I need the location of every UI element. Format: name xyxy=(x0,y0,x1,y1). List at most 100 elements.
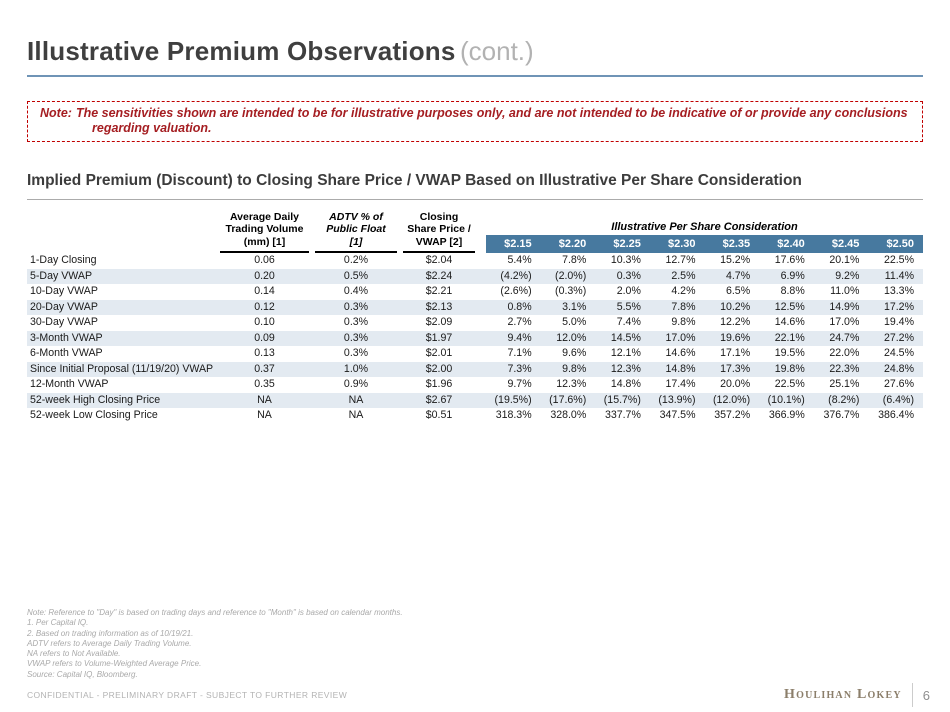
premium-value: 19.6% xyxy=(720,331,751,344)
gap-spacer xyxy=(478,377,486,393)
premium-value: 9.4% xyxy=(507,331,532,344)
premium-value: 337.7% xyxy=(604,409,641,421)
premium-value: 2.0% xyxy=(616,285,641,297)
premium-value: 5.5% xyxy=(616,300,641,313)
row-label: 52-week Low Closing Price xyxy=(30,409,158,421)
table-row: 5-Day VWAP 0.20 0.5% $2.24 (4.2%) (2.0%) 0.3% 2… xyxy=(27,268,923,285)
adtv-value: NA xyxy=(257,409,272,421)
row-label: 1-Day Closing xyxy=(30,254,97,266)
table-row: 6-Month VWAP 0.13 0.3% $2.01 7.1% 9.6% 12.1% 14… xyxy=(27,346,923,362)
premium-value: (12.0%) xyxy=(713,393,751,406)
premium-value: 318.3% xyxy=(495,409,532,421)
footnote-line: Source: Capital IQ, Bloomberg. xyxy=(27,669,138,679)
premium-value: 27.2% xyxy=(883,331,914,344)
premium-value: 25.1% xyxy=(829,378,860,390)
premium-value: 12.7% xyxy=(665,254,696,266)
gap-spacer xyxy=(478,346,486,362)
premium-value: (6.4%) xyxy=(882,393,914,406)
premium-value: 14.8% xyxy=(610,378,641,390)
slide-title-block: Illustrative Premium Observations (cont.… xyxy=(27,36,923,77)
gap-spacer xyxy=(478,331,486,347)
col-header-line: VWAP [2] xyxy=(415,235,463,248)
col-header-line: [1] xyxy=(349,235,363,248)
footer-right: Houlihan Lokey 6 xyxy=(784,683,930,707)
premium-value: 13.3% xyxy=(883,285,914,297)
table-row: 52-week High Closing Price NA NA $2.67 (19.5… xyxy=(27,392,923,408)
premium-value: 4.7% xyxy=(725,269,751,282)
premium-value: 9.2% xyxy=(835,269,860,282)
price-header-cell: $2.20 xyxy=(540,235,596,253)
adtv-value: 0.13 xyxy=(254,347,275,359)
adtv-value: 0.06 xyxy=(254,254,275,266)
premium-value: 12.5% xyxy=(774,300,805,313)
price-band-row: $2.15 $2.20 $2.25 $2.30 $2.35 $2.40 $2.45 $2.50 xyxy=(27,235,923,253)
premium-value: 14.9% xyxy=(829,300,860,313)
footnote-line: NA refers to Not Available. xyxy=(27,649,121,659)
premium-value: 7.8% xyxy=(562,254,587,266)
premium-value: 20.1% xyxy=(829,254,860,266)
footnote-line: ADTV refers to Average Daily Trading Vol… xyxy=(27,638,192,648)
closing-price-value: $0.51 xyxy=(425,409,453,421)
row-label: 6-Month VWAP xyxy=(30,347,103,359)
col-header-adtv-pct-float: ADTV % of Public Float [1] xyxy=(312,208,400,253)
table-row: 12-Month VWAP 0.35 0.9% $1.96 9.7% 12.3% 14.8%… xyxy=(27,377,923,393)
premium-value: (2.0%) xyxy=(555,269,587,282)
table-row: 30-Day VWAP 0.10 0.3% $2.09 2.7% 5.0% 7.4% 9.8%… xyxy=(27,315,923,331)
closing-price-value: $2.00 xyxy=(425,362,453,375)
adtv-pct-value: 0.3% xyxy=(343,347,369,359)
premium-value: (19.5%) xyxy=(494,393,532,406)
premium-value: 15.2% xyxy=(720,254,751,266)
gap-spacer xyxy=(478,269,486,285)
premium-value: (0.3%) xyxy=(555,285,587,297)
col-header-line: Trading Volume xyxy=(225,223,304,235)
premium-value: 14.6% xyxy=(774,316,805,328)
gap-spacer xyxy=(478,284,486,300)
premium-value: 22.0% xyxy=(829,347,860,359)
price-header-cell: $2.45 xyxy=(813,235,869,253)
note-label: Note: xyxy=(40,106,72,120)
disclaimer-note-box: Note: The sensitivities shown are intende… xyxy=(27,101,923,142)
premium-value: (4.2%) xyxy=(500,269,532,282)
adtv-pct-value: 0.3% xyxy=(343,300,369,313)
footnote-line: Note: Reference to "Day" is based on tra… xyxy=(27,608,403,617)
footnote-line: 1. Per Capital IQ. xyxy=(27,618,89,628)
footnote-line: VWAP refers to Volume-Weighted Average P… xyxy=(27,659,202,669)
closing-price-value: $2.01 xyxy=(425,347,453,359)
adtv-value: 0.35 xyxy=(254,378,275,390)
closing-price-value: $1.97 xyxy=(425,331,453,344)
footer-divider xyxy=(911,683,913,707)
premium-value: 8.8% xyxy=(780,285,805,297)
premium-value: (13.9%) xyxy=(658,393,696,406)
adtv-value: 0.14 xyxy=(254,285,275,297)
row-label: Since Initial Proposal (11/19/20) VWAP xyxy=(30,362,214,375)
premium-value: 27.6% xyxy=(883,378,914,390)
premium-value: 5.0% xyxy=(562,316,587,328)
gap-spacer xyxy=(478,408,486,424)
closing-price-value: $2.24 xyxy=(425,269,453,282)
table-row: 3-Month VWAP 0.09 0.3% $1.97 9.4% 12.0% 14.5% 1… xyxy=(27,330,923,347)
adtv-value: NA xyxy=(257,393,272,406)
row-label: 20-Day VWAP xyxy=(30,300,98,313)
gap-spacer xyxy=(478,300,486,316)
premium-value: 9.6% xyxy=(562,347,587,359)
price-header-cell: $2.25 xyxy=(595,235,650,253)
premium-value: 24.8% xyxy=(883,362,914,375)
slide-footer: CONFIDENTIAL - PRELIMINARY DRAFT - SUBJE… xyxy=(27,683,930,707)
row-label: 10-Day VWAP xyxy=(30,285,98,297)
table-row: 20-Day VWAP 0.12 0.3% $2.13 0.8% 3.1% 5.5% 7.8%… xyxy=(27,299,923,316)
footnote-line: 2. Based on trading information as of 10… xyxy=(27,628,194,638)
premium-value: 22.3% xyxy=(829,362,860,375)
premium-value: 11.0% xyxy=(830,285,860,297)
adtv-value: 0.12 xyxy=(254,300,275,313)
price-header-cell: $2.35 xyxy=(704,235,760,253)
closing-price-value: $2.13 xyxy=(425,300,453,313)
group-header-consideration: Illustrative Per Share Consideration xyxy=(611,221,798,233)
row-label: 52-week High Closing Price xyxy=(30,393,161,406)
table-header-row: Average Daily Trading Volume (mm) [1] AD… xyxy=(27,208,923,253)
premium-value: 17.0% xyxy=(665,331,696,344)
adtv-pct-value: 1.0% xyxy=(343,362,369,375)
premium-value: 6.9% xyxy=(780,269,805,282)
table-row: 52-week Low Closing Price NA NA $0.51 318.3%… xyxy=(27,408,923,424)
price-header-cell: $2.15 xyxy=(486,235,541,253)
